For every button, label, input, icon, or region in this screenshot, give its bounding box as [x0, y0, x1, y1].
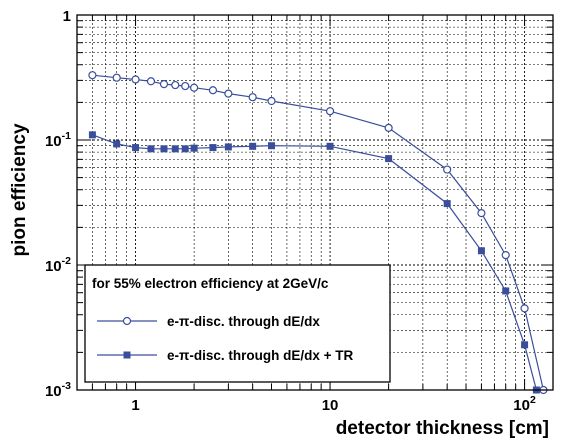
data-point: [122, 316, 132, 326]
data-point: [147, 145, 155, 153]
data-point: [146, 77, 156, 86]
series-2: [88, 131, 540, 394]
data-point: [181, 81, 190, 91]
data-point: [113, 140, 121, 148]
data-point: [190, 83, 199, 92]
legend-label: e-π-disc. through dE/dx: [167, 314, 320, 329]
legend-item-1: e-π-disc. through dE/dx: [97, 314, 320, 329]
data-point: [208, 86, 218, 95]
legend-label: e-π-disc. through dE/dx + TR: [167, 348, 353, 363]
legend-item-2: e-π-disc. through dE/dx + TR: [97, 348, 353, 363]
data-point: [112, 73, 121, 82]
series-1: [88, 71, 548, 395]
data-point: [248, 93, 257, 102]
data-point: [159, 80, 169, 89]
data-point: [160, 145, 168, 153]
series-layer: [88, 71, 548, 395]
data-point: [326, 142, 334, 150]
x-tick-label: 1: [131, 397, 139, 414]
data-point: [268, 142, 276, 150]
x-tick-label: 102: [513, 394, 536, 414]
data-point: [88, 71, 97, 80]
data-point: [209, 144, 217, 152]
data-point: [190, 144, 198, 152]
legend-box: [84, 264, 391, 383]
data-point: [224, 89, 233, 98]
data-point: [249, 142, 257, 150]
data-point: [224, 143, 232, 151]
data-point: [384, 123, 393, 132]
y-tick-label: 10-3: [45, 380, 71, 400]
y-tick-label: 1: [63, 8, 71, 25]
data-point: [267, 96, 276, 106]
plot-frame: [76, 14, 554, 391]
data-point: [501, 251, 510, 260]
legend-items: e-π-disc. through dE/dx e-π-disc. through…: [97, 314, 353, 363]
axis-ticks: [76, 15, 553, 391]
data-point: [385, 155, 393, 163]
y-tick-label: 10-2: [45, 255, 71, 275]
y-tick-label: 10-1: [45, 130, 71, 150]
data-point: [477, 247, 485, 255]
data-point: [443, 200, 451, 208]
x-tick-label: 10: [322, 397, 339, 414]
data-point: [521, 341, 529, 349]
x-axis-title: detector thickness [cm]: [336, 418, 549, 439]
data-point: [325, 107, 335, 116]
data-point: [88, 131, 96, 139]
data-point: [477, 209, 486, 218]
data-point: [171, 80, 180, 90]
data-point: [131, 75, 140, 84]
data-point: [181, 145, 189, 153]
data-point: [520, 304, 529, 313]
data-point: [443, 165, 452, 174]
legend-header: for 55% electron efficiency at 2GeV/c: [92, 276, 329, 291]
legend: for 55% electron efficiency at 2GeV/c e-…: [84, 264, 391, 383]
data-point: [123, 351, 131, 359]
data-point: [502, 287, 510, 295]
data-point: [171, 145, 179, 153]
data-point: [132, 144, 140, 152]
tick-labels: 1 10 102 10-3 10-2 10-1 1: [45, 8, 536, 414]
y-axis-title: pion efficiency: [9, 123, 30, 256]
